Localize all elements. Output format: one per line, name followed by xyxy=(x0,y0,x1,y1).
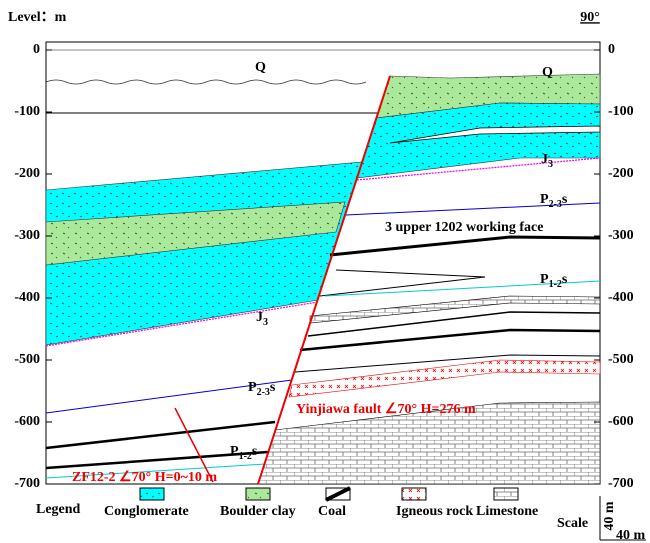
stratum-suffix: s xyxy=(252,444,258,459)
stratum-base: J xyxy=(541,152,548,167)
stratum-suffix: s xyxy=(270,380,276,395)
swatch xyxy=(140,488,164,500)
level-label-right: -700 xyxy=(608,476,634,491)
level-label: Level：m xyxy=(8,10,67,25)
minor-fault-label: ZF12-2 ∠70° H=0~10 m xyxy=(72,470,217,485)
geology xyxy=(46,42,600,484)
scale-vertical: 40 m xyxy=(602,501,617,531)
level-label-right: 0 xyxy=(608,42,615,57)
legend-item: Igneous rock xyxy=(396,504,473,519)
level-label-right: -400 xyxy=(608,290,634,305)
stratum-sub: 1-2 xyxy=(549,279,562,290)
level-label-right: -500 xyxy=(608,352,634,367)
level-label-left: 0 xyxy=(33,42,40,57)
stratum-sub: 3 xyxy=(548,159,553,170)
level-label-left: -300 xyxy=(14,228,40,243)
level-label-left: -600 xyxy=(14,414,40,429)
level-label-left: -200 xyxy=(14,166,40,181)
coal-seam xyxy=(320,277,485,296)
stratum-sub: 1-2 xyxy=(239,451,252,462)
scale-label: Scale xyxy=(557,516,588,531)
legend-item: Limestone xyxy=(476,504,538,519)
legend-item: Boulder clay xyxy=(220,504,296,519)
coal-seam xyxy=(336,270,485,277)
level-label-left: -700 xyxy=(14,476,40,491)
stratum-label: J3 xyxy=(256,310,268,328)
level-label-left: -500 xyxy=(14,352,40,367)
stratum-label: P2-3s xyxy=(540,192,568,210)
stratum-label: Q xyxy=(255,60,266,75)
swatch xyxy=(246,488,270,500)
angle: 90° xyxy=(580,10,600,25)
stratum-label: Q xyxy=(542,65,553,80)
scale-horizontal: 40 m xyxy=(616,528,646,543)
swatch xyxy=(494,488,518,500)
stratum-suffix: s xyxy=(562,192,568,207)
stratum-sub: 3 xyxy=(263,317,268,328)
stratum-label: P2-3s xyxy=(248,380,276,398)
working-face: 3 upper 1202 working face xyxy=(385,220,543,235)
coal-seam-left xyxy=(46,422,275,448)
ground-surface xyxy=(46,80,366,84)
stratum-sub: 2-3 xyxy=(257,387,270,398)
stratum-sub: 2-3 xyxy=(549,199,562,210)
cross-section: Level：m 90° 3 upper 1202 working face Yi… xyxy=(0,0,650,543)
level-label-right: -100 xyxy=(608,104,634,119)
level-label-right: -600 xyxy=(608,414,634,429)
legend-item: Coal xyxy=(318,504,346,519)
stratum-base: J xyxy=(256,310,263,325)
stratum-suffix: s xyxy=(562,272,568,287)
stratum-base: Q xyxy=(542,65,553,80)
igneous-rock xyxy=(289,360,600,397)
legend-item: Conglomerate xyxy=(104,504,189,519)
stratum-label: P1-2s xyxy=(540,272,568,290)
level-label-right: -300 xyxy=(608,228,634,243)
coal-seam xyxy=(330,237,600,255)
swatch xyxy=(402,488,426,500)
stratum-label: P1-2s xyxy=(230,444,258,462)
level-label-left: -400 xyxy=(14,290,40,305)
level-label-right: -200 xyxy=(608,166,634,181)
fault-label: Yinjiawa fault ∠70° H=276 m xyxy=(296,402,476,417)
legend-title: Legend xyxy=(36,502,81,517)
level-label-left: -100 xyxy=(14,104,40,119)
stratum-base: Q xyxy=(255,60,266,75)
coal-seam xyxy=(300,330,600,350)
